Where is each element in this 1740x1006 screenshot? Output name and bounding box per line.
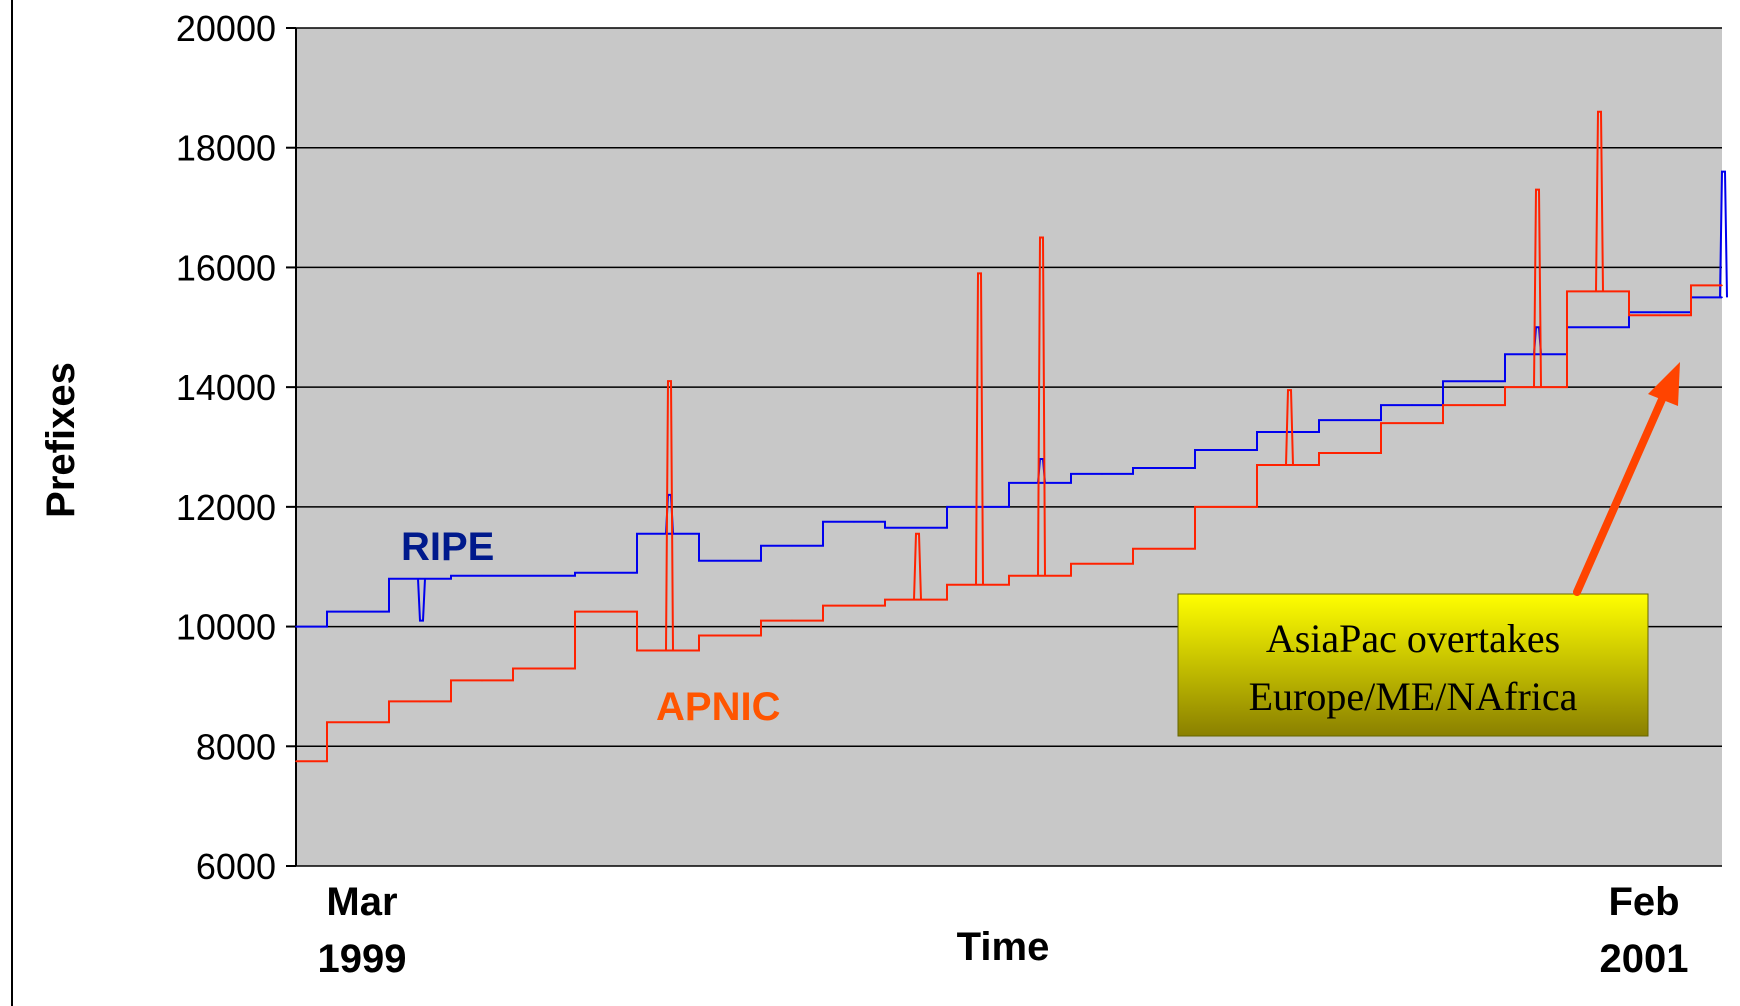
ripe-point [419,577,421,580]
apnic-point [1349,452,1351,454]
apnic-point [1411,422,1413,424]
x-start-month: Mar [326,880,397,924]
apnic-spike [665,380,674,651]
ripe-spike [417,578,426,622]
ripe-point [295,625,297,628]
annotation-arrow [1573,362,1680,596]
apnic-point [295,760,297,763]
ripe-point [853,521,855,523]
apnic-point [1721,284,1723,287]
apnic-spike [975,272,984,585]
y-axis-title: Prefixes [39,362,83,518]
apnic-point [1597,290,1599,293]
ripe-point [1101,473,1103,475]
plot-area [296,28,1722,866]
ripe-point [1659,311,1661,314]
ripe-series-label: RIPE [401,525,494,569]
apnic-point [1039,574,1041,577]
ripe-point [543,574,545,577]
ripe-point [791,544,793,547]
ripe-point [1597,326,1599,329]
apnic-point [481,679,483,682]
apnic-spike [913,532,922,600]
x-start-year: 1999 [318,937,407,981]
apnic-point [1101,562,1103,565]
y-tick-label: 14000 [176,367,276,408]
apnic-point [1163,547,1165,550]
ripe-point [481,574,483,577]
apnic-point [605,610,607,613]
y-tick-label: 20000 [176,8,276,49]
y-tick-label: 18000 [176,128,276,169]
apnic-spike [1285,389,1294,465]
ripe-spike [1719,170,1728,298]
y-tick-label: 16000 [176,247,276,288]
annotation-callout: AsiaPac overtakes Europe/ME/NAfrica [1177,593,1649,737]
y-axis-ticks: 6000 8000 10000 12000 14000 16000 18000 20000 [176,8,296,887]
x-axis-title: Time [957,925,1050,969]
apnic-point [357,721,359,724]
annotation-arrow-shaft [1573,384,1671,596]
apnic-point [1287,464,1289,466]
apnic-point [915,598,917,601]
apnic-point [977,583,979,586]
ripe-point [605,571,607,574]
x-end-month: Feb [1608,880,1679,924]
apnic-point [667,649,669,652]
apnic-series-label: APNIC [656,685,780,729]
apnic-point [543,667,545,670]
ripe-point [977,506,979,508]
annotation-box [1177,593,1649,737]
ripe-point [1411,404,1413,406]
x-end-year: 2001 [1600,937,1689,981]
annotation-arrow-head [1648,362,1680,406]
ripe-point [729,559,731,562]
ripe-point [1163,467,1165,469]
apnic-spike [1037,236,1046,576]
apnic-spike [1533,188,1542,388]
ripe-line [296,296,1722,628]
ripe-point [1721,296,1723,299]
ripe-point [357,610,359,613]
y-tick-label: 6000 [196,846,276,887]
ripe-point [915,527,917,529]
apnic-series [295,110,1723,763]
y-tick-label: 8000 [196,726,276,767]
apnic-spike [1595,110,1604,292]
ripe-point [1349,419,1351,421]
apnic-point [1225,506,1227,508]
apnic-point [1659,314,1661,317]
ripe-point [1225,449,1227,451]
ripe-point [1535,353,1537,356]
series-layer [295,110,1728,763]
apnic-line [296,284,1722,763]
ripe-point [1473,380,1475,382]
ripe-point [1039,482,1041,484]
y-tick-label: 10000 [176,607,276,648]
apnic-point [853,604,855,607]
apnic-point [419,700,421,703]
apnic-point [1535,386,1537,388]
apnic-point [729,634,731,637]
annotation-line-2: Europe/ME/NAfrica [1249,674,1578,719]
apnic-point [1473,404,1475,406]
apnic-point [791,619,793,622]
annotation-line-1: AsiaPac overtakes [1266,616,1560,661]
y-tick-label: 12000 [176,487,276,528]
